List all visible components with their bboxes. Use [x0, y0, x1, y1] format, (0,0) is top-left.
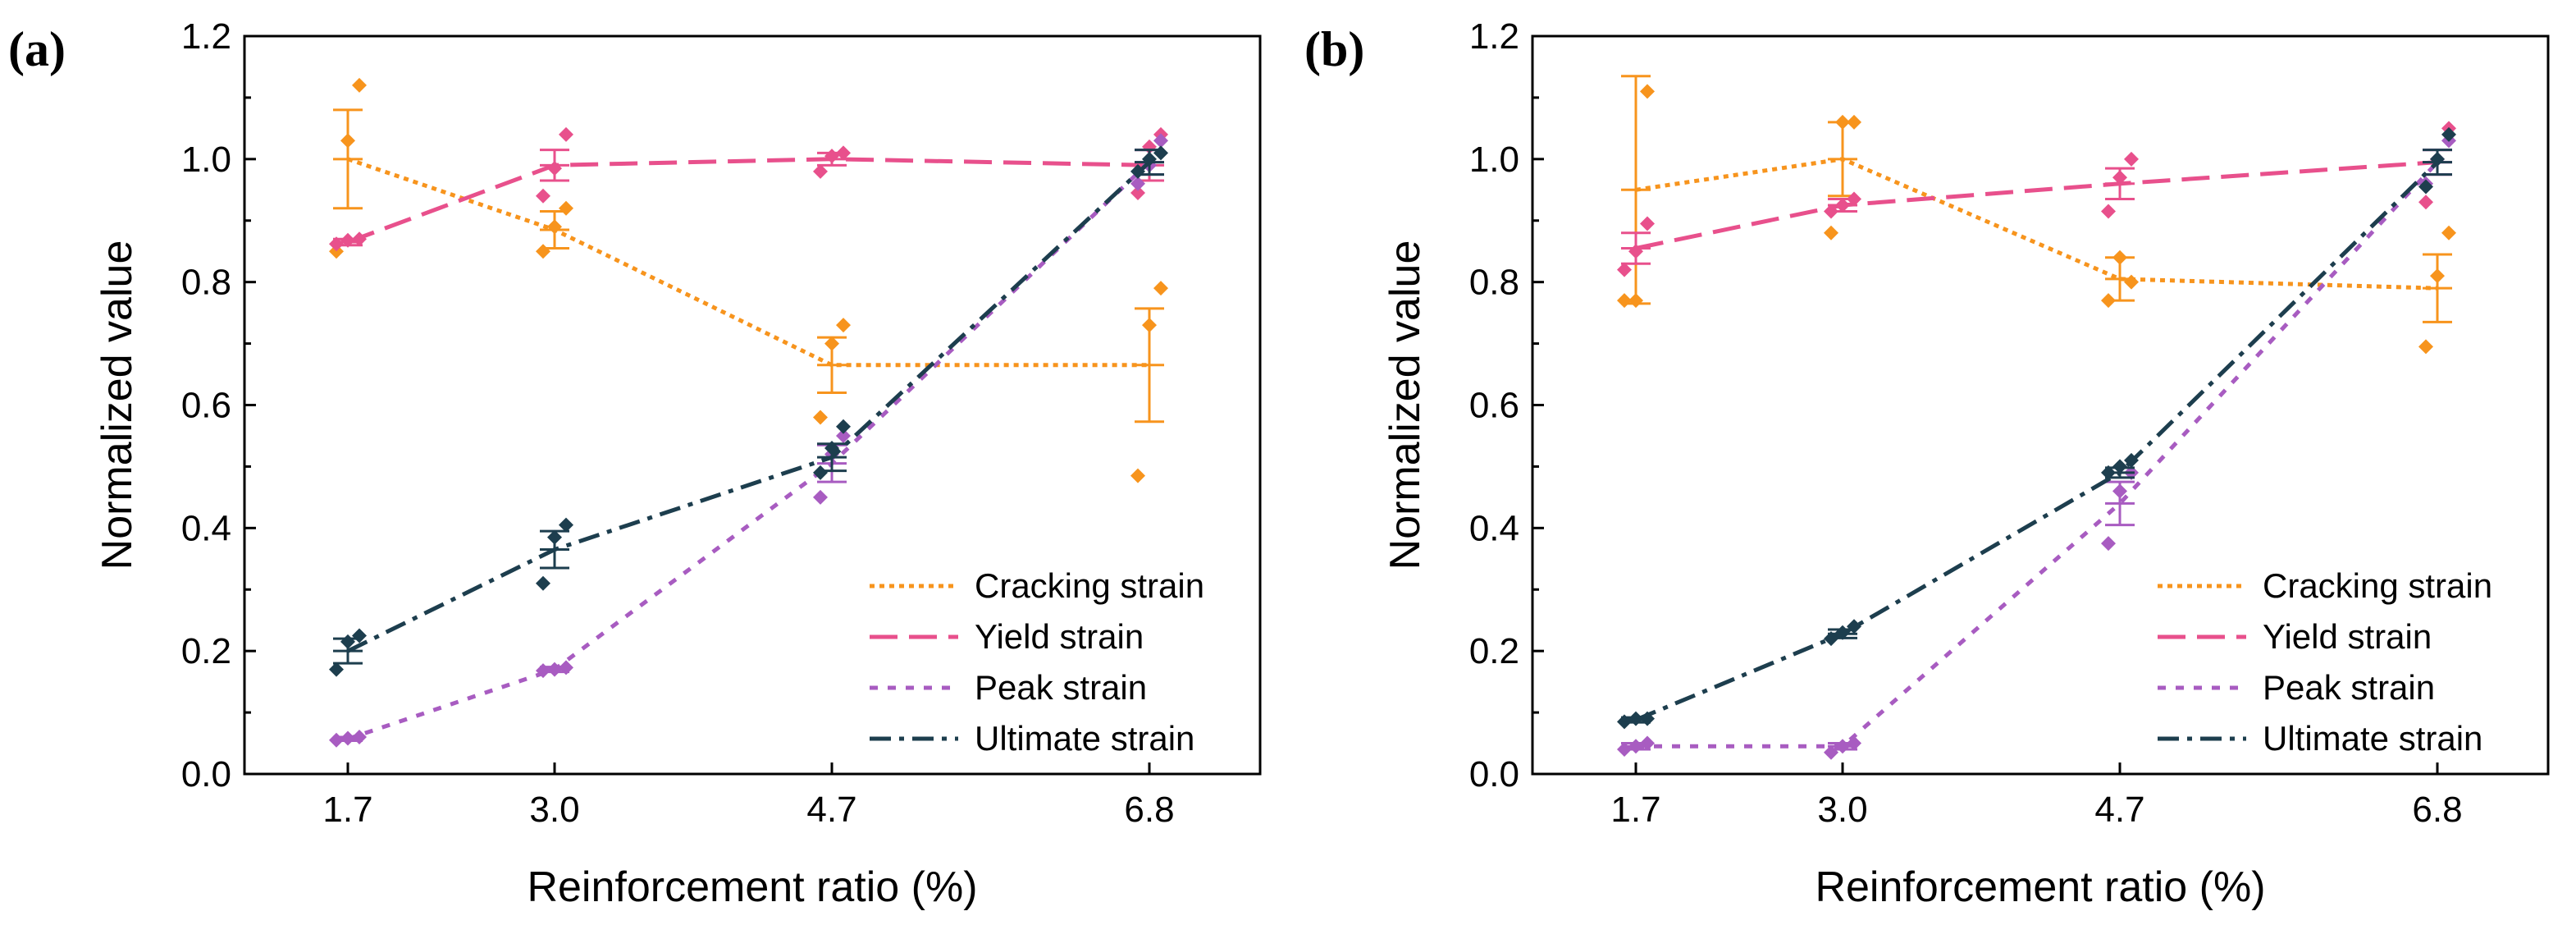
y-tick-label: 1.2	[1469, 16, 1519, 57]
yield-data-point	[1640, 216, 1655, 231]
legend-label-cracking: Cracking strain	[2263, 566, 2492, 605]
legend-label-peak: Peak strain	[975, 668, 1147, 707]
plot-frame	[243, 34, 1262, 776]
yield-data-point	[2418, 195, 2433, 210]
y-tick-label: 0.4	[1469, 508, 1519, 548]
panel-a: (a) 0.0 0.2 0.4 0.6 0.8 1.0 1.2 1.7 3.0 4.7 6.8 Rei…	[0, 0, 1288, 921]
y-tick-label: 0.4	[181, 508, 231, 548]
yield-data-point	[1617, 262, 1632, 277]
cracking-data-point	[536, 244, 550, 259]
legend-label-peak: Peak strain	[2263, 668, 2435, 707]
peak-data-point	[836, 428, 851, 443]
cracking-data-point	[1153, 281, 1168, 296]
cracking-data-point	[836, 318, 851, 333]
cracking-data-point	[352, 77, 367, 93]
yield-data-point	[559, 126, 573, 142]
yield-data-point	[1130, 185, 1145, 201]
y-tick-label: 0.0	[1469, 754, 1519, 794]
yield-data-point	[2101, 204, 2116, 219]
y-tick-label: 0.0	[181, 754, 231, 794]
ultimate-data-point	[836, 419, 851, 434]
ultimate-data-point	[813, 465, 828, 480]
ultimate-data-point	[2441, 126, 2456, 142]
y-tick-label: 1.2	[181, 16, 231, 57]
panel-label: (a)	[8, 22, 66, 76]
yield-series-line	[347, 157, 1150, 245]
x-axis-title: Reinforcement ratio (%)	[527, 863, 977, 911]
peak-data-point	[1153, 133, 1168, 149]
cracking-data-point	[1824, 225, 1838, 240]
cracking-data-point	[1640, 84, 1655, 99]
cracking-data-point	[2124, 274, 2139, 290]
chart-a: 0.0 0.2 0.4 0.6 0.8 1.0 1.2 1.7 3.0 4.7 6.8 Reinfor…	[94, 16, 1262, 911]
ultimate-data-point	[2418, 179, 2433, 195]
x-tick-label: 6.8	[2412, 790, 2462, 830]
yield-data-point	[2124, 151, 2139, 167]
x-tick-label: 6.8	[1124, 790, 1174, 830]
yield-data-point	[536, 188, 550, 204]
x-tick-label: 3.0	[1817, 790, 1867, 830]
peak-data-point	[2101, 536, 2116, 552]
x-tick-label: 4.7	[2094, 790, 2144, 830]
plot-frame	[1531, 34, 2550, 776]
y-tick-label: 0.2	[181, 631, 231, 671]
legend-label-ultimate: Ultimate strain	[2263, 719, 2482, 758]
panel-label: (b)	[1304, 22, 1365, 76]
cracking-data-point	[2441, 225, 2456, 240]
cracking-data-point	[1130, 468, 1145, 483]
y-tick-label: 1.0	[181, 140, 231, 180]
yield-data-point	[813, 163, 828, 179]
ultimate-series-line	[1635, 160, 2439, 722]
cracking-series-line	[347, 157, 1149, 368]
x-tick-label: 3.0	[529, 790, 579, 830]
yield-series-line	[1635, 160, 2438, 250]
peak-series-line	[347, 160, 1151, 741]
peak-data-point	[813, 489, 828, 505]
peak-series-line	[1636, 160, 2439, 749]
legend-label-ultimate: Ultimate strain	[975, 719, 1194, 758]
y-axis-title: Normalized value	[1382, 240, 1429, 570]
ultimate-data-point	[559, 517, 573, 533]
legend-label-cracking: Cracking strain	[975, 566, 1204, 605]
chart-b: 0.0 0.2 0.4 0.6 0.8 1.0 1.2 1.7 3.0 4.7 6.8 Reinfor…	[1382, 16, 2550, 911]
y-axis-title: Normalized value	[94, 240, 141, 570]
legend-label-yield: Yield strain	[975, 617, 1144, 656]
cracking-data-point	[559, 200, 573, 216]
y-tick-label: 0.2	[1469, 631, 1519, 671]
y-tick-label: 0.8	[181, 263, 231, 303]
x-tick-label: 1.7	[1610, 790, 1660, 830]
ultimate-series-line	[346, 160, 1151, 653]
x-tick-label: 4.7	[806, 790, 856, 830]
ultimate-data-point	[2124, 452, 2139, 468]
x-tick-label: 1.7	[322, 790, 372, 830]
legend-label-yield: Yield strain	[2263, 617, 2432, 656]
ultimate-data-point	[329, 662, 344, 677]
cracking-series-line	[1635, 157, 2438, 291]
peak-data-point	[1130, 176, 1145, 191]
y-tick-label: 0.8	[1469, 263, 1519, 303]
y-tick-label: 0.6	[1469, 386, 1519, 426]
y-tick-label: 1.0	[1469, 140, 1519, 180]
y-tick-label: 0.6	[181, 386, 231, 426]
cracking-data-point	[2418, 339, 2433, 355]
panel-b: (b) 0.0 0.2 0.4 0.6 0.8 1.0 1.2 1.7 3.0 4.7 6.8 Rei…	[1288, 0, 2576, 921]
cracking-data-point	[813, 410, 828, 425]
x-axis-title: Reinforcement ratio (%)	[1815, 863, 2265, 911]
ultimate-data-point	[536, 575, 550, 591]
